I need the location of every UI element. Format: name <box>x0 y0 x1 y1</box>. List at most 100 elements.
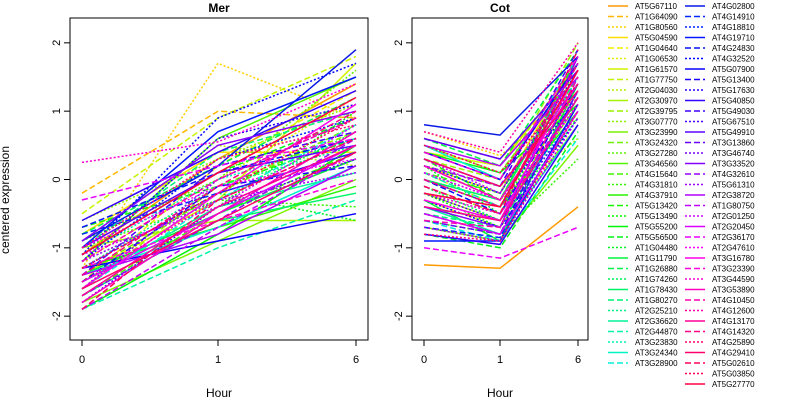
legend-item-label: AT3G28900 <box>635 359 678 368</box>
x-tick-label: 6 <box>353 354 359 366</box>
series-line-at3g16780 <box>81 103 357 290</box>
legend-item-label: AT4G31810 <box>635 181 678 190</box>
legend-item-label: AT5G49030 <box>712 107 755 116</box>
legend-item-label: AT1G26880 <box>635 265 678 274</box>
legend-item-label: AT1G06530 <box>635 55 678 64</box>
legend-item-label: AT2G36620 <box>635 317 678 326</box>
legend-item-label: AT4G02800 <box>712 2 755 11</box>
legend-item-label: AT4G37910 <box>635 191 678 200</box>
legend-item-label: AT1G80750 <box>712 202 755 211</box>
legend-item-label: AT5G04590 <box>635 34 678 43</box>
x-axis-label-mer: Hour <box>206 386 232 400</box>
legend-item-label: AT1G77750 <box>635 76 678 85</box>
series-line-at2g20450 <box>423 110 579 236</box>
legend-item-label: AT1G04640 <box>635 44 678 53</box>
legend-item-label: AT1G78430 <box>635 286 678 295</box>
series-line-at2g04030 <box>423 137 579 201</box>
series-line-at4g14910 <box>423 90 579 239</box>
legend-item-label: AT3G24340 <box>635 349 678 358</box>
series-line-at5g40850 <box>81 90 357 222</box>
series-line-at2g36170 <box>423 226 579 259</box>
legend-item-label: AT3G07770 <box>635 118 678 127</box>
series-line-at4g13170 <box>423 97 579 222</box>
legend-item-label: AT1G74260 <box>635 275 678 284</box>
legend-item-label: AT1G04480 <box>635 244 678 253</box>
series-line-at4g10450 <box>81 117 357 263</box>
series-line-at5g49910 <box>423 69 579 160</box>
series-line-at3g44590 <box>81 83 357 164</box>
legend-item-label: AT4G29410 <box>712 349 755 358</box>
x-axis-label-cot: Hour <box>487 386 513 400</box>
series-line-at5g07900 <box>423 62 579 181</box>
legend-item-label: AT4G10450 <box>712 296 755 305</box>
legend-item-label: AT3G13860 <box>712 139 755 148</box>
series-line-at1g26880 <box>81 96 357 235</box>
y-tick-label: -2 <box>51 311 63 321</box>
series-line-at3g44590 <box>423 103 579 215</box>
legend-item-label: AT4G13170 <box>712 317 755 326</box>
legend-item-label: AT5G17630 <box>712 86 755 95</box>
legend-item-label: AT3G53890 <box>712 286 755 295</box>
y-tick-label: 0 <box>393 176 405 182</box>
series-line-at5g67110 <box>423 206 579 270</box>
legend-item-label: AT5G07900 <box>712 65 755 74</box>
legend-item-label: AT2G47610 <box>712 244 755 253</box>
panel-title-cot: Cot <box>490 1 510 15</box>
series-line-at2g36170 <box>81 137 357 201</box>
series-line-at5g02610 <box>81 137 357 310</box>
legend-item-label: AT4G14320 <box>712 328 755 337</box>
legend-item-label: AT4G15640 <box>635 170 678 179</box>
legend-item-label: AT1G64090 <box>635 13 678 22</box>
legend-item-label: AT2G01250 <box>712 212 755 221</box>
series-line-at5g27770 <box>423 69 579 208</box>
series-line-at1g04480 <box>81 192 357 290</box>
legend-item-label: AT4G32610 <box>712 170 755 179</box>
legend-item-label: AT2G20450 <box>712 223 755 232</box>
series-line-at2g44870 <box>81 199 357 310</box>
series-line-at5g03850 <box>81 117 357 269</box>
x-tick-label: 0 <box>421 354 427 366</box>
x-tick-label: 6 <box>575 354 581 366</box>
legend-item-label: AT3G27280 <box>635 149 678 158</box>
y-tick-label: 1 <box>393 108 405 114</box>
legend-item-label: AT1G80270 <box>635 296 678 305</box>
legend: AT5G67110AT1G64090AT1G80560AT5G04590AT1G… <box>608 2 755 389</box>
legend-item-label: AT3G33520 <box>712 160 755 169</box>
series-line-at1g64090 <box>81 110 357 194</box>
series-line-at2g01250 <box>423 62 579 195</box>
y-tick-label: 2 <box>393 40 405 46</box>
legend-item-label: AT4G18810 <box>712 23 755 32</box>
series-line-at5g40850 <box>423 124 579 246</box>
x-tick-label: 1 <box>497 354 503 366</box>
series-line-at4g32610 <box>423 83 579 188</box>
legend-item-label: AT2G38720 <box>712 191 755 200</box>
legend-item-label: AT5G13400 <box>712 76 755 85</box>
series-line-at5g56500 <box>423 131 579 249</box>
legend-item-label: AT5G02610 <box>712 359 755 368</box>
series-line-at4g10450 <box>423 76 579 229</box>
legend-item-label: AT5G67510 <box>712 118 755 127</box>
legend-item-label: AT5G49910 <box>712 128 755 137</box>
series-line-at4g29410 <box>81 151 357 290</box>
series-line-at5g17630 <box>81 103 357 263</box>
legend-item-label: AT4G12600 <box>712 307 755 316</box>
series-line-at4g25890 <box>81 124 357 249</box>
panel-cot: -2 -1 0 1 2 0 1 6 <box>393 17 589 366</box>
y-axis-label: centered expression <box>0 146 12 254</box>
series-line-at1g04640 <box>81 90 357 283</box>
series-line-at4g29410 <box>423 90 579 188</box>
legend-item-label: AT5G13420 <box>635 202 678 211</box>
y-tick-label: -2 <box>393 311 405 321</box>
legend-item-label: AT1G11790 <box>635 254 678 263</box>
series-line-at4g02800 <box>423 55 579 136</box>
legend-item-label: AT2G39795 <box>635 107 678 116</box>
legend-item-label: AT5G67110 <box>635 2 678 11</box>
legend-item-label: AT1G80560 <box>635 23 678 32</box>
legend-item-label: AT5G03850 <box>712 370 755 379</box>
series-line-at1g26880 <box>423 49 579 167</box>
legend-item-label: AT4G24830 <box>712 44 755 53</box>
series-line-at5g49030 <box>423 49 579 188</box>
legend-item-label: AT5G13490 <box>635 212 678 221</box>
legend-item-label: AT4G14910 <box>712 13 755 22</box>
